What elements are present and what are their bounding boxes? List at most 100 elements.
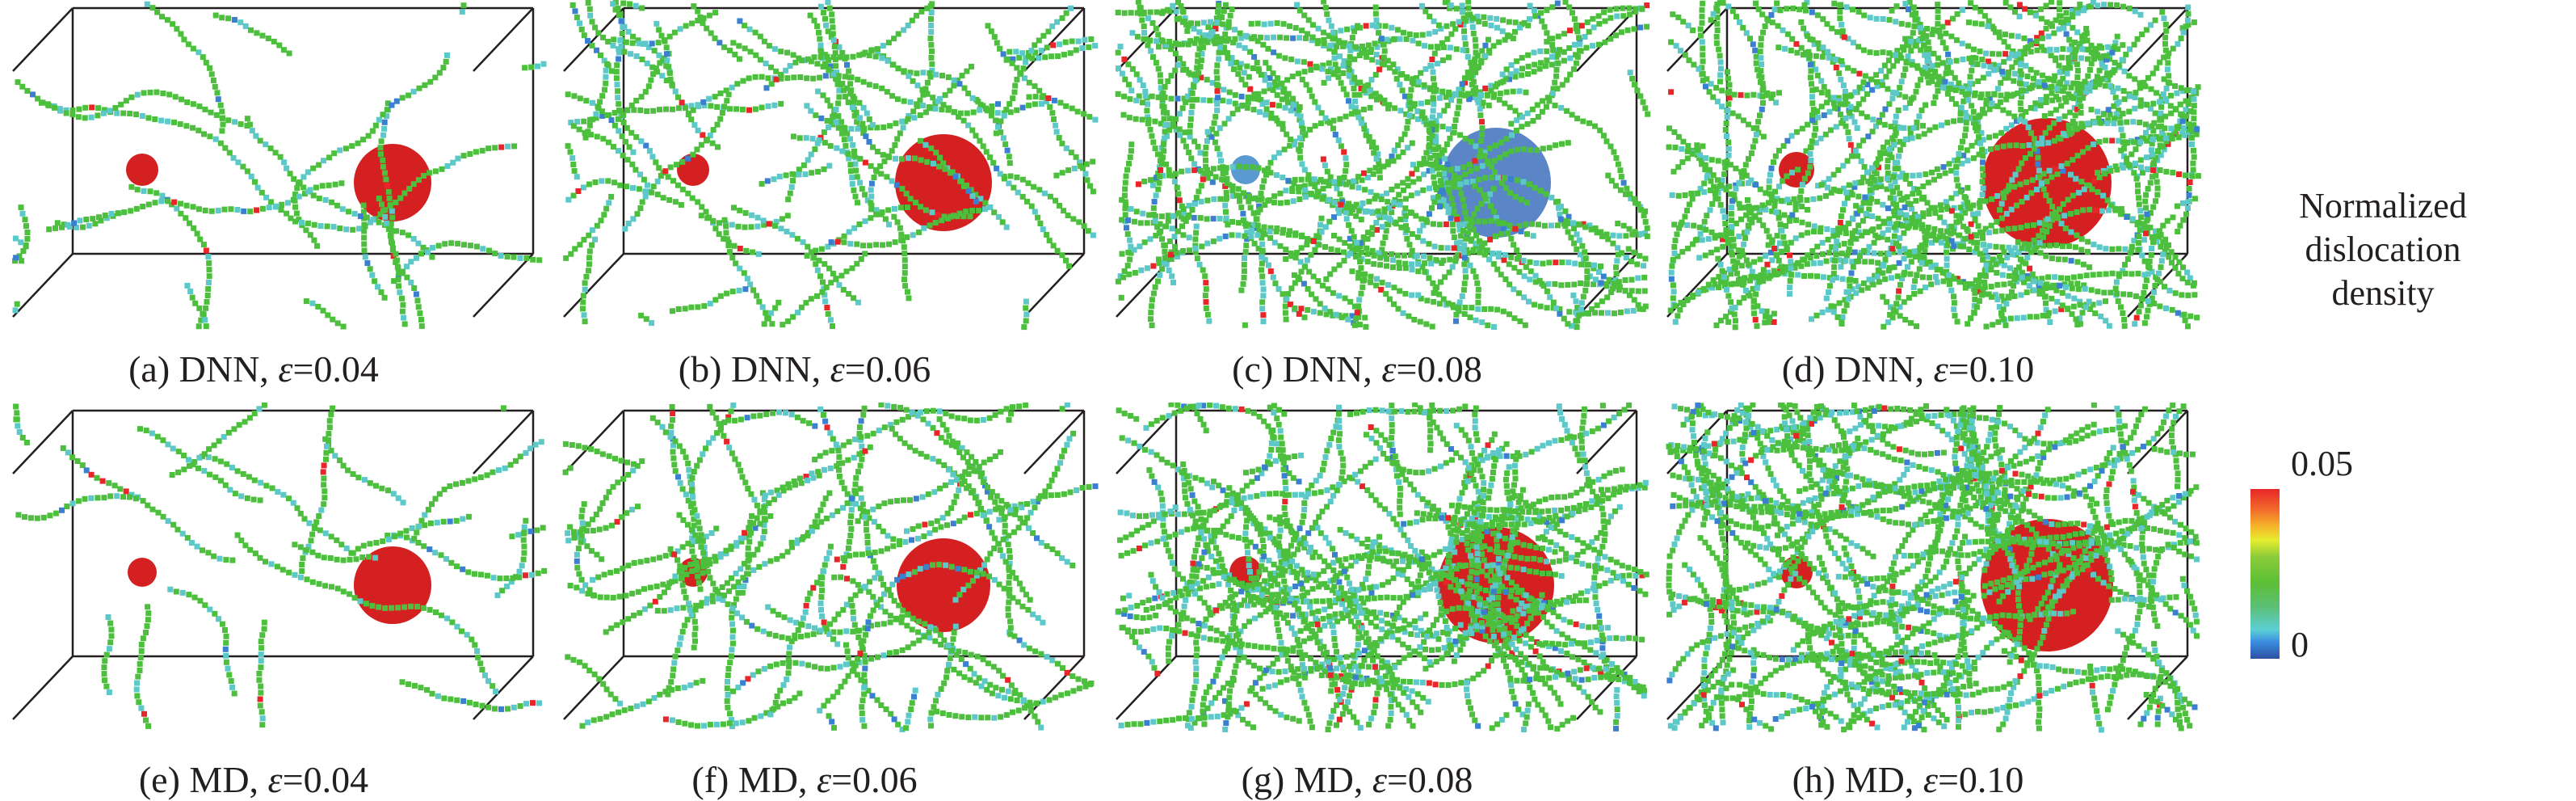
dislocation-point	[1285, 291, 1292, 297]
dislocation-point	[988, 112, 994, 119]
dislocation-point	[2149, 234, 2155, 240]
dislocation-point	[1700, 52, 1706, 58]
dislocation-point	[1440, 44, 1447, 50]
dislocation-point	[916, 229, 922, 235]
dislocation-point	[800, 239, 806, 246]
dislocation-point	[19, 258, 25, 264]
dislocation-point	[2058, 275, 2064, 281]
dislocation-point	[1023, 318, 1029, 324]
dislocation-point	[1421, 82, 1427, 88]
dislocation-point	[1338, 314, 1345, 321]
dislocation-point	[1508, 62, 1515, 68]
dislocation-point	[1439, 188, 1445, 194]
dislocation-point	[1368, 86, 1374, 93]
dislocation-point	[760, 217, 767, 224]
dislocation-point	[906, 112, 912, 119]
dislocation-point	[1519, 124, 1525, 130]
dislocation-point	[1481, 150, 1488, 156]
dislocation-point	[1157, 158, 1163, 164]
dislocation-point	[1426, 241, 1432, 247]
dislocation-point	[1951, 276, 1957, 282]
dislocation-point	[2190, 282, 2196, 289]
dislocation-point	[413, 291, 419, 297]
dislocation-point	[1865, 133, 1872, 140]
dislocation-point	[735, 223, 742, 230]
dislocation-point	[1390, 158, 1397, 164]
dislocation-point	[2152, 110, 2158, 116]
dislocation-point	[1631, 297, 1637, 303]
dislocation-point	[1612, 277, 1619, 284]
dislocation-point	[1424, 219, 1431, 226]
dislocation-point	[1133, 116, 1139, 122]
dislocation-point	[1115, 278, 1121, 285]
dislocation-point	[1726, 82, 1733, 88]
dislocation-point	[589, 19, 595, 25]
dislocation-point	[1301, 167, 1308, 173]
dislocation-point	[1323, 276, 1330, 282]
dislocation-point	[1511, 315, 1518, 322]
dislocation-point	[380, 163, 386, 170]
dislocation-point	[394, 263, 401, 270]
dislocation-point	[712, 226, 719, 232]
dislocation-point	[1127, 256, 1133, 263]
dislocation-point	[1891, 196, 1897, 201]
dislocation-point	[190, 124, 195, 131]
dislocation-point	[2044, 179, 2050, 184]
dislocation-point	[1549, 53, 1555, 60]
dislocation-point	[1567, 27, 1573, 34]
dislocation-point	[1713, 185, 1720, 192]
dislocation-point	[1217, 235, 1223, 242]
dislocation-point	[1998, 215, 2005, 221]
dislocation-point	[1427, 255, 1433, 261]
dislocation-point	[198, 317, 204, 323]
dislocation-point	[1690, 241, 1696, 247]
dislocation-point	[1159, 236, 1165, 242]
dislocation-point	[1617, 310, 1624, 315]
dislocation-point	[1907, 201, 1914, 208]
dislocation-point	[82, 115, 88, 121]
dislocation-point	[1586, 28, 1592, 35]
dislocation-point	[1580, 221, 1586, 227]
dislocation-point	[1773, 99, 1780, 106]
dislocation-point	[1267, 225, 1274, 231]
dislocation-point	[736, 43, 742, 49]
dislocation-point	[811, 17, 817, 23]
dislocation-point	[1355, 303, 1362, 310]
dislocation-point	[1404, 124, 1410, 131]
dislocation-point	[1494, 15, 1500, 22]
dislocation-point	[1585, 262, 1591, 268]
dislocation-point	[338, 180, 345, 187]
dislocation-point	[1492, 142, 1498, 149]
dislocation-point	[698, 141, 704, 148]
dislocation-point	[1213, 97, 1220, 103]
dislocation-point	[1302, 190, 1308, 196]
dislocation-point	[1414, 166, 1420, 172]
dislocation-point	[384, 113, 390, 120]
dislocation-point	[1304, 242, 1310, 248]
dislocation-point	[1564, 218, 1570, 225]
dislocation-point	[1381, 206, 1388, 213]
dislocation-point	[1389, 209, 1395, 216]
dislocation-point	[817, 3, 824, 10]
dislocation-point	[1362, 49, 1368, 56]
dislocation-point	[1801, 25, 1807, 32]
dislocation-point	[1165, 217, 1171, 224]
dislocation-point	[902, 283, 909, 289]
dislocation-point	[1452, 26, 1459, 32]
dislocation-point	[1227, 12, 1233, 19]
dislocation-point	[1237, 30, 1243, 36]
dislocation-point	[1282, 303, 1288, 310]
dislocation-point	[1224, 175, 1230, 182]
panel-label: (a)	[128, 348, 170, 390]
dislocation-point	[376, 219, 382, 226]
dislocation-point	[858, 256, 864, 262]
dislocation-point	[1317, 301, 1323, 307]
dislocation-point	[460, 153, 467, 159]
dislocation-point	[1881, 62, 1888, 69]
dislocation-point	[134, 91, 141, 98]
dislocation-point	[1225, 116, 1232, 122]
dislocation-point	[1939, 23, 1946, 30]
dislocation-point	[2153, 198, 2159, 204]
dislocation-point	[399, 295, 405, 301]
dislocation-point	[2070, 80, 2077, 86]
